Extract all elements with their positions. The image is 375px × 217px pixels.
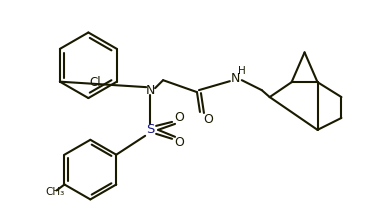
Text: H: H	[238, 66, 246, 76]
Text: N: N	[231, 72, 240, 85]
Text: O: O	[203, 113, 213, 127]
Text: CH₃: CH₃	[45, 187, 64, 197]
Text: N: N	[146, 84, 155, 97]
Text: O: O	[174, 136, 184, 149]
Text: Cl: Cl	[89, 76, 101, 89]
Text: O: O	[174, 112, 184, 124]
Text: S: S	[146, 123, 154, 136]
